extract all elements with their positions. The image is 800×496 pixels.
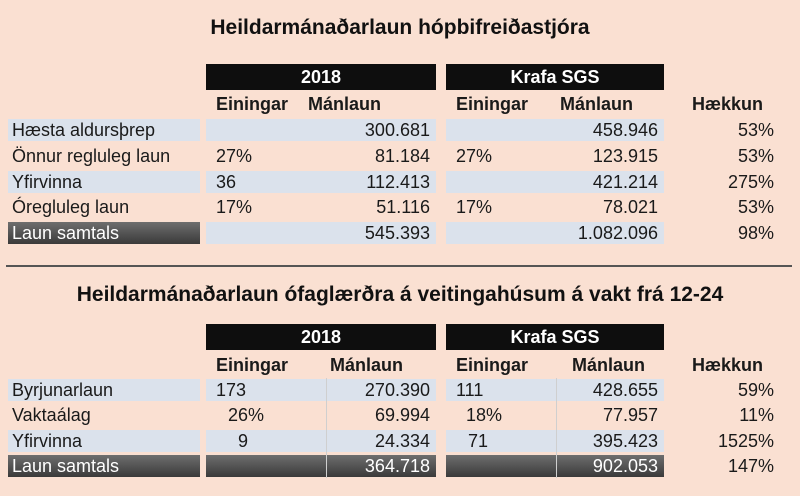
band2-total-sgs [446, 455, 664, 477]
band2-row3-label [8, 430, 200, 452]
manlaun-sgs: 902.053 [592, 456, 658, 476]
row-label: Óregluleg laun [12, 197, 130, 217]
haekkun: 59% [737, 380, 774, 400]
manlaun-sgs: 458.946 [592, 120, 658, 140]
band-row1-2018 [206, 119, 436, 141]
section2-col-manlaun-2018: Mánlaun [330, 355, 404, 375]
band-row3-label [8, 171, 200, 193]
manlaun-2018: 112.413 [366, 172, 430, 192]
band2-row3-2018 [206, 430, 436, 452]
section1-header-krafa-sgs: Krafa SGS [446, 64, 664, 90]
section2-title: Heildarmánaðarlaun ófaglærðra á veitinga… [76, 283, 724, 306]
section1-col-manlaun-sgs: Mánlaun [560, 94, 634, 114]
band-row3-sgs [446, 171, 664, 193]
manlaun-sgs: 123.915 [592, 146, 658, 166]
einingar-sgs: 71 [468, 431, 489, 451]
band2-total-2018 [206, 455, 436, 477]
section2-header-krafa-sgs: Krafa SGS [446, 324, 664, 350]
band2-total-label [8, 455, 200, 477]
manlaun-sgs: 428.655 [592, 380, 658, 400]
row-label: Yfirvinna [12, 172, 83, 192]
section1-title: Heildarmánaðarlaun hópbifreiðastjóra [210, 16, 590, 39]
band-row3-2018 [206, 171, 436, 193]
section1-header-2018: 2018 [206, 64, 436, 90]
band-row1-sgs [446, 119, 664, 141]
manlaun-sgs: 395.423 [592, 431, 658, 451]
haekkun: 1525% [717, 431, 774, 451]
manlaun-2018: 300.681 [364, 120, 430, 140]
band-total-2018 [206, 222, 436, 244]
manlaun-2018: 545.393 [364, 223, 430, 243]
section2-col-einingar-sgs: Einingar [456, 355, 529, 375]
section1-col-einingar-sgs: Einingar [456, 94, 529, 114]
row-label: Laun samtals [12, 223, 120, 243]
band2-row1-label [8, 379, 200, 401]
einingar-2018: 173 [216, 380, 247, 400]
manlaun-2018: 81.184 [374, 146, 430, 166]
column-separator [326, 378, 327, 478]
einingar-sgs: 27% [456, 146, 493, 166]
manlaun-sgs: 421.214 [592, 172, 658, 192]
manlaun-2018: 24.334 [374, 431, 430, 451]
einingar-sgs: 18% [466, 405, 503, 425]
section2-col-haekkun: Hækkun [692, 355, 764, 375]
section2-col-manlaun-sgs: Mánlaun [572, 355, 646, 375]
band-row1-label [8, 119, 200, 141]
band2-row3-sgs [446, 430, 664, 452]
row-label: Vaktaálag [12, 405, 91, 425]
band2-row1-sgs [446, 379, 664, 401]
haekkun: 11% [739, 405, 774, 425]
einingar-2018: 36 [216, 172, 237, 192]
band-total-label [8, 222, 200, 244]
section1-col-haekkun: Hækkun [692, 94, 764, 114]
haekkun: 53% [737, 197, 774, 217]
einingar-2018: 26% [228, 405, 265, 425]
section2-header-2018: 2018 [206, 324, 436, 350]
row-label: Laun samtals [12, 456, 120, 476]
manlaun-2018: 364.718 [364, 456, 430, 476]
column-separator [556, 378, 557, 478]
manlaun-sgs: 1.082.096 [577, 223, 658, 243]
section-divider [6, 265, 792, 267]
haekkun: 53% [737, 120, 774, 140]
row-label: Hæsta aldursþrep [12, 120, 156, 140]
haekkun: 147% [727, 456, 774, 476]
einingar-2018: 17% [216, 197, 253, 217]
manlaun-2018: 270.390 [364, 380, 430, 400]
haekkun: 275% [727, 172, 774, 192]
section1-col-einingar-2018: Einingar [216, 94, 289, 114]
row-label: Önnur regluleg laun [12, 146, 171, 166]
einingar-2018: 27% [216, 146, 253, 166]
manlaun-sgs: 77.957 [602, 405, 658, 425]
einingar-sgs: 111 [456, 380, 484, 400]
einingar-sgs: 17% [456, 197, 493, 217]
haekkun: 98% [737, 223, 774, 243]
band-total-sgs [446, 222, 664, 244]
manlaun-sgs: 78.021 [602, 197, 658, 217]
row-label: Byrjunarlaun [12, 380, 114, 400]
section1-col-manlaun-2018: Mánlaun [308, 94, 382, 114]
manlaun-2018: 69.994 [374, 405, 430, 425]
haekkun: 53% [737, 146, 774, 166]
section2-col-einingar-2018: Einingar [216, 355, 289, 375]
row-label: Yfirvinna [12, 431, 83, 451]
manlaun-2018: 51.116 [376, 197, 430, 217]
band2-row1-2018 [206, 379, 436, 401]
einingar-2018: 9 [238, 431, 249, 451]
